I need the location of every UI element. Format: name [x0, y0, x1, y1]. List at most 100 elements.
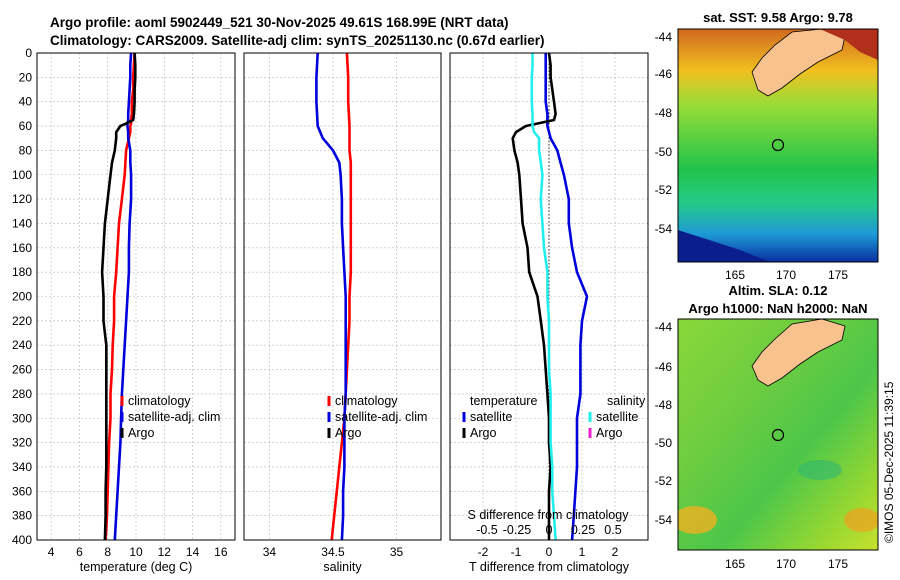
lon-tick-label: 165: [725, 557, 745, 571]
x-axis-label: temperature (deg C): [80, 560, 193, 574]
x-tick-label: 14: [186, 545, 200, 559]
legend-label: climatology: [128, 394, 191, 408]
s-tick-label: 0: [546, 523, 553, 537]
x-tick-label: -2: [478, 545, 489, 559]
series-line-climatology: [104, 52, 136, 541]
depth-tick-label: 240: [12, 338, 32, 352]
sla-map-frame: [677, 318, 879, 551]
x-tick-label: 34: [263, 545, 277, 559]
plot-frame: [36, 52, 236, 541]
legend-label: Argo: [128, 426, 154, 440]
lat-tick-label: -52: [655, 474, 673, 488]
cold-sst-patch: [678, 230, 770, 262]
land-mass: [751, 319, 846, 387]
lon-tick-label: 175: [828, 557, 848, 571]
lat-tick-label: -46: [655, 67, 673, 81]
lat-tick-label: -50: [655, 436, 673, 450]
lat-tick-label: -46: [655, 360, 673, 374]
sst-map-title: sat. SST: 9.58 Argo: 9.78: [703, 10, 853, 25]
salinity-panel: 34 34.5 35 salinity climatology satellite-adj…: [243, 52, 442, 574]
figure-title-line1: Argo profile: aoml 5902449_521 30-Nov-20…: [50, 15, 509, 30]
lat-tick-label: -48: [655, 106, 673, 120]
depth-tick-label: 220: [12, 314, 32, 328]
lat-tick-label: -54: [655, 222, 673, 236]
s-tick-label: -0.5: [476, 523, 498, 537]
x-tick-label: 10: [129, 545, 143, 559]
s-tick-label: -0.25: [503, 523, 532, 537]
depth-tick-label: 140: [12, 216, 32, 230]
depth-tick-label: 120: [12, 192, 32, 206]
series-line-salinity-satellite: [530, 53, 557, 541]
plot-frame: [449, 52, 649, 541]
legend-heading-salinity: salinity: [607, 394, 646, 408]
legend-label: satellite: [470, 410, 512, 424]
sla-map-title-line1: Altim. SLA: 0.12: [729, 283, 828, 298]
x-tick-label: 4: [48, 545, 55, 559]
depth-tick-label: 320: [12, 436, 32, 450]
series-line-temperature-argo: [511, 52, 557, 540]
figure-title-line2: Climatology: CARS2009. Satellite-adj cli…: [50, 33, 545, 48]
s-tick-label: 0.25: [571, 523, 595, 537]
lat-tick-label: -48: [655, 398, 673, 412]
temperature-panel: 0 20 40 60 80 100 120 140 160 180 200 220 240 260 280 3…: [12, 46, 236, 574]
depth-tick-label: 340: [12, 460, 32, 474]
depth-tick-label: 60: [19, 119, 33, 133]
series-line-climatology: [330, 52, 353, 541]
sla-anomaly: [798, 460, 842, 480]
series-line-argo: [100, 52, 137, 541]
sst-map-frame: [677, 28, 879, 263]
series-line-satellite-adj-clim: [315, 52, 348, 541]
depth-tick-label: 180: [12, 265, 32, 279]
legend-label: satellite-adj. clim: [128, 410, 220, 424]
argo-position-marker: [771, 138, 785, 152]
depth-tick-label: 260: [12, 363, 32, 377]
lat-tick-label: -50: [655, 145, 673, 159]
map-labels: sat. SST: 9.58 Argo: 9.78 Altim. SLA: 0.1…: [655, 10, 868, 571]
legend-heading-temperature: temperature: [470, 394, 537, 408]
depth-tick-label: 200: [12, 290, 32, 304]
depth-tick-label: 280: [12, 387, 32, 401]
lat-tick-label: -44: [655, 30, 673, 44]
lon-tick-label: 170: [776, 268, 796, 282]
plot-frame: [243, 52, 442, 541]
sla-map: [677, 318, 879, 551]
sla-anomaly: [678, 506, 717, 534]
lat-tick-label: -52: [655, 183, 673, 197]
s-tick-label: 0.5: [604, 523, 621, 537]
depth-tick-label: 380: [12, 509, 32, 523]
x-tick-label: 0: [546, 545, 553, 559]
x-tick-label: 16: [214, 545, 228, 559]
argo-position-marker: [771, 428, 785, 442]
legend-label: Argo: [335, 426, 361, 440]
x-axis-label: salinity: [323, 560, 362, 574]
sst-map: [677, 28, 879, 263]
x-tick-label: 8: [104, 545, 111, 559]
legend-label: Argo: [596, 426, 622, 440]
x-tick-label: -1: [511, 545, 522, 559]
difference-panel: -2 -1 0 1 2T difference from climatology temp…: [449, 52, 649, 574]
depth-tick-label: 160: [12, 241, 32, 255]
legend-label: satellite: [596, 410, 638, 424]
legend-label: climatology: [335, 394, 398, 408]
depth-tick-label: 400: [12, 533, 32, 547]
warm-sst-patch: [790, 29, 878, 60]
depth-tick-label: 100: [12, 168, 32, 182]
x-tick-label: 34.5: [321, 545, 345, 559]
x-tick-label: 1: [579, 545, 586, 559]
x-tick-label: 6: [76, 545, 83, 559]
x-axis-label: T difference from climatology: [469, 560, 630, 574]
lon-tick-label: 165: [725, 268, 745, 282]
x-tick-label: 35: [390, 545, 404, 559]
land-mass: [751, 29, 846, 97]
legend-label: satellite-adj. clim: [335, 410, 427, 424]
depth-tick-label: 360: [12, 484, 32, 498]
series-line-temperature-satellite: [544, 53, 589, 541]
lat-tick-label: -44: [655, 320, 673, 334]
x-tick-label: 2: [612, 545, 619, 559]
legend-label: Argo: [470, 426, 496, 440]
s-axis-label: S difference from climatology: [468, 508, 630, 522]
sla-anomaly: [844, 508, 878, 532]
depth-tick-label: 80: [19, 143, 33, 157]
sla-map-title-line2: Argo h1000: NaN h2000: NaN: [688, 301, 867, 316]
